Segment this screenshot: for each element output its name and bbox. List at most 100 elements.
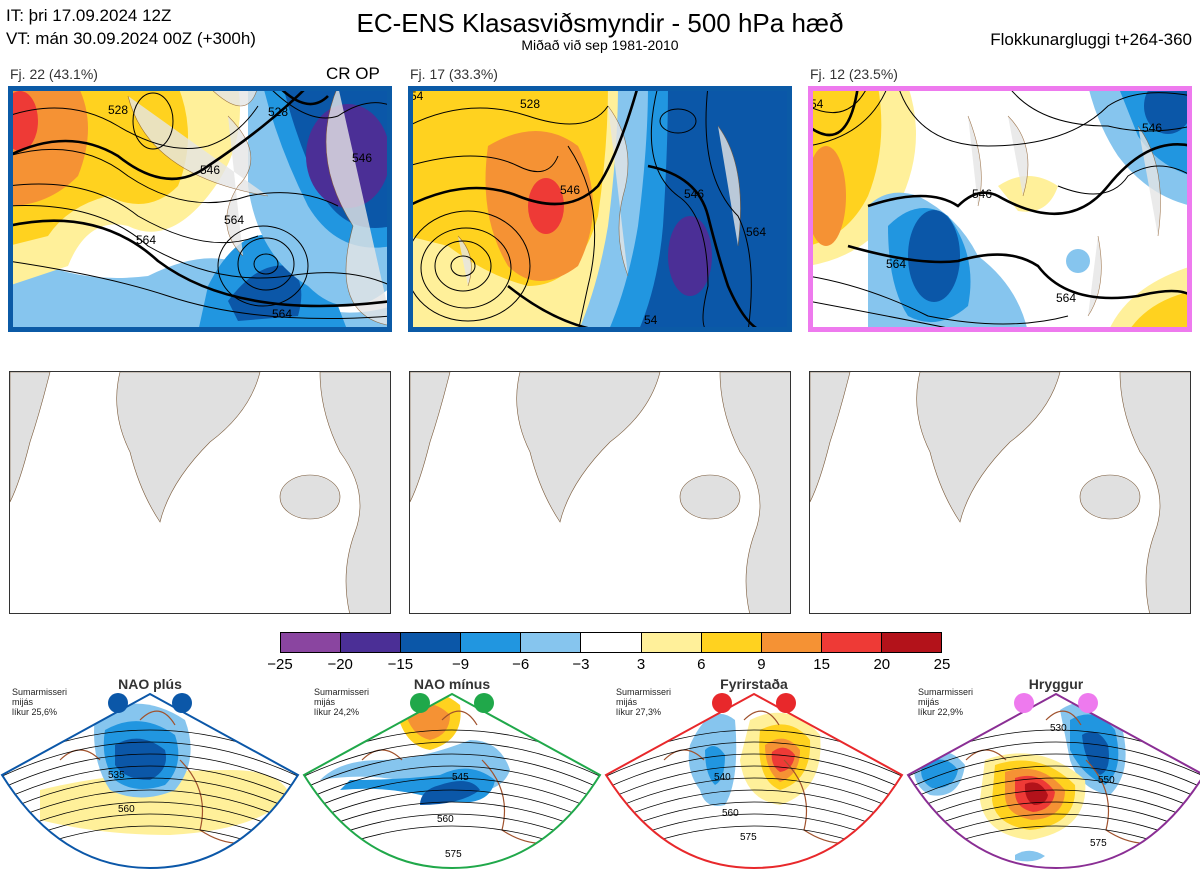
regime-contour-label: 550 [1098,775,1115,786]
page-subtitle: Miðað við sep 1981-2010 [521,37,679,53]
regime-contour-label: 540 [714,772,731,783]
cluster-window: Flokkunargluggi t+264-360 [990,30,1192,49]
contour-label: 54 [644,313,658,327]
regime-info-line: líkur 22,9% [918,707,964,717]
cluster-1-map: 528 546 546 564 564 528 564 [8,86,392,332]
colorbar-swatch [521,633,582,652]
regime-title: NAO mínus [413,676,491,692]
colorbar-swatch [281,633,342,652]
colorbar-tick-label: −15 [387,656,414,673]
regime-contour-label: 560 [118,804,135,815]
cluster-3-map-graphic: 54 546 546 564 564 [808,86,1192,332]
colorbar-swatch [821,633,882,652]
regime-info: Sumarmisseri mijás líkur 25,6% [12,687,67,717]
contour-label: 546 [200,163,220,177]
colorbar [280,632,942,653]
colorbar-tick-label: 6 [697,656,706,673]
contour-label: 564 [224,213,244,227]
cluster-1-label: Fj. 22 (43.1%) [10,66,98,82]
contour-label: 54 [410,89,424,103]
valid-time: VT: mán 30.09.2024 00Z (+300h) [6,29,256,48]
cluster-1-tag: CR OP [326,64,380,83]
regime-info-line: Sumarmisseri [12,687,68,697]
contour-label: 546 [1142,121,1162,135]
regime-info: Sumarmisseri mijás líkur 27,3% [616,687,671,717]
cluster-3-frame [808,86,1192,332]
colorbar-swatch [581,633,642,652]
empty-map-3-graphic [810,372,1190,613]
cluster-2-frame [408,86,792,332]
regime-dot [410,693,430,713]
colorbar-tick-label: 25 [933,656,951,673]
regime-contour-label: 575 [1090,838,1107,849]
contour-label: 528 [108,103,128,117]
empty-map-2-graphic [410,372,790,613]
colorbar-tick-label: −3 [572,656,590,673]
colorbar-swatch [641,633,702,652]
cluster-1-map-graphic: 528 546 546 564 564 528 564 [8,86,392,332]
regime-contour-label: 545 [452,772,469,783]
cluster-3-label: Fj. 12 (23.5%) [810,66,898,82]
colorbar-tick-label: −20 [327,656,353,673]
regime-info-line: Sumarmisseri [314,687,370,697]
contour-label: 546 [972,187,992,201]
colorbar-tick-label: −6 [512,656,530,673]
regime-dot [1078,693,1098,713]
cluster-2-map-graphic: 54 546 528 546 564 54 [408,86,792,332]
regime-dot [776,693,796,713]
contour-label: 528 [520,97,540,111]
cluster-2-label: Fj. 17 (33.3%) [410,66,498,82]
colorbar-tick-label: −25 [267,656,293,673]
regime-dot [712,693,732,713]
regime-dot [474,693,494,713]
contour-label: 564 [886,257,906,271]
regime-contour-label: 575 [445,849,462,860]
empty-map-2 [409,371,791,614]
colorbar-tick-label: 20 [873,656,891,673]
colorbar-tick-label: 9 [757,656,766,673]
regime-title: NAO plús [118,676,182,692]
contour-label: 564 [1056,291,1076,305]
colorbar-tick-label: 15 [813,656,830,673]
regime-contour-label: 560 [437,814,454,825]
contour-label: 564 [746,225,766,239]
regime-info-line: mijás [616,697,638,707]
header-info: IT: þri 17.09.2024 12Z VT: mán 30.09.202… [6,4,256,50]
regime-info-line: líkur 25,6% [12,707,58,717]
header-title-block: EC-ENS Klasasviðsmyndir - 500 hPa hæð Mi… [300,8,900,52]
cluster-2-map: 54 546 528 546 564 54 [408,86,792,332]
regime-info-line: Sumarmisseri [616,687,672,697]
regime-contour-label: 560 [722,808,739,819]
colorbar-swatch [761,633,822,652]
regime-info-line: mijás [314,697,336,707]
initial-time: IT: þri 17.09.2024 12Z [6,6,172,25]
page-title: EC-ENS Klasasviðsmyndir - 500 hPa hæð [356,8,844,38]
regime-dot [172,693,192,713]
regime-dot [108,693,128,713]
empty-map-1-graphic [10,372,390,613]
colorbar-swatch [401,633,462,652]
regime-info-line: Sumarmisseri [918,687,974,697]
regime-contour-label: 575 [740,832,757,843]
regime-info: Sumarmisseri mijás líkur 24,2% [314,687,369,717]
regime-info-line: mijás [918,697,940,707]
contour-label: 546 [352,151,372,165]
colorbar-tick-label: −9 [451,656,470,673]
regime-info-line: líkur 24,2% [314,707,360,717]
contour-label: 546 [684,187,704,201]
regime-info-line: mijás [12,697,34,707]
contour-label: 528 [268,105,288,119]
colorbar-swatch [881,633,942,652]
empty-map-3 [809,371,1191,614]
empty-map-1 [9,371,391,614]
contour-label: 546 [560,183,580,197]
colorbar-swatch [341,633,402,652]
regime-title: Hryggur [1028,676,1084,692]
regime-title: Fyrirstaða [720,676,788,692]
contour-label: 564 [136,233,156,247]
regime-contour-label: 535 [108,770,125,781]
contour-label: 54 [810,97,824,111]
colorbar-swatch [701,633,762,652]
